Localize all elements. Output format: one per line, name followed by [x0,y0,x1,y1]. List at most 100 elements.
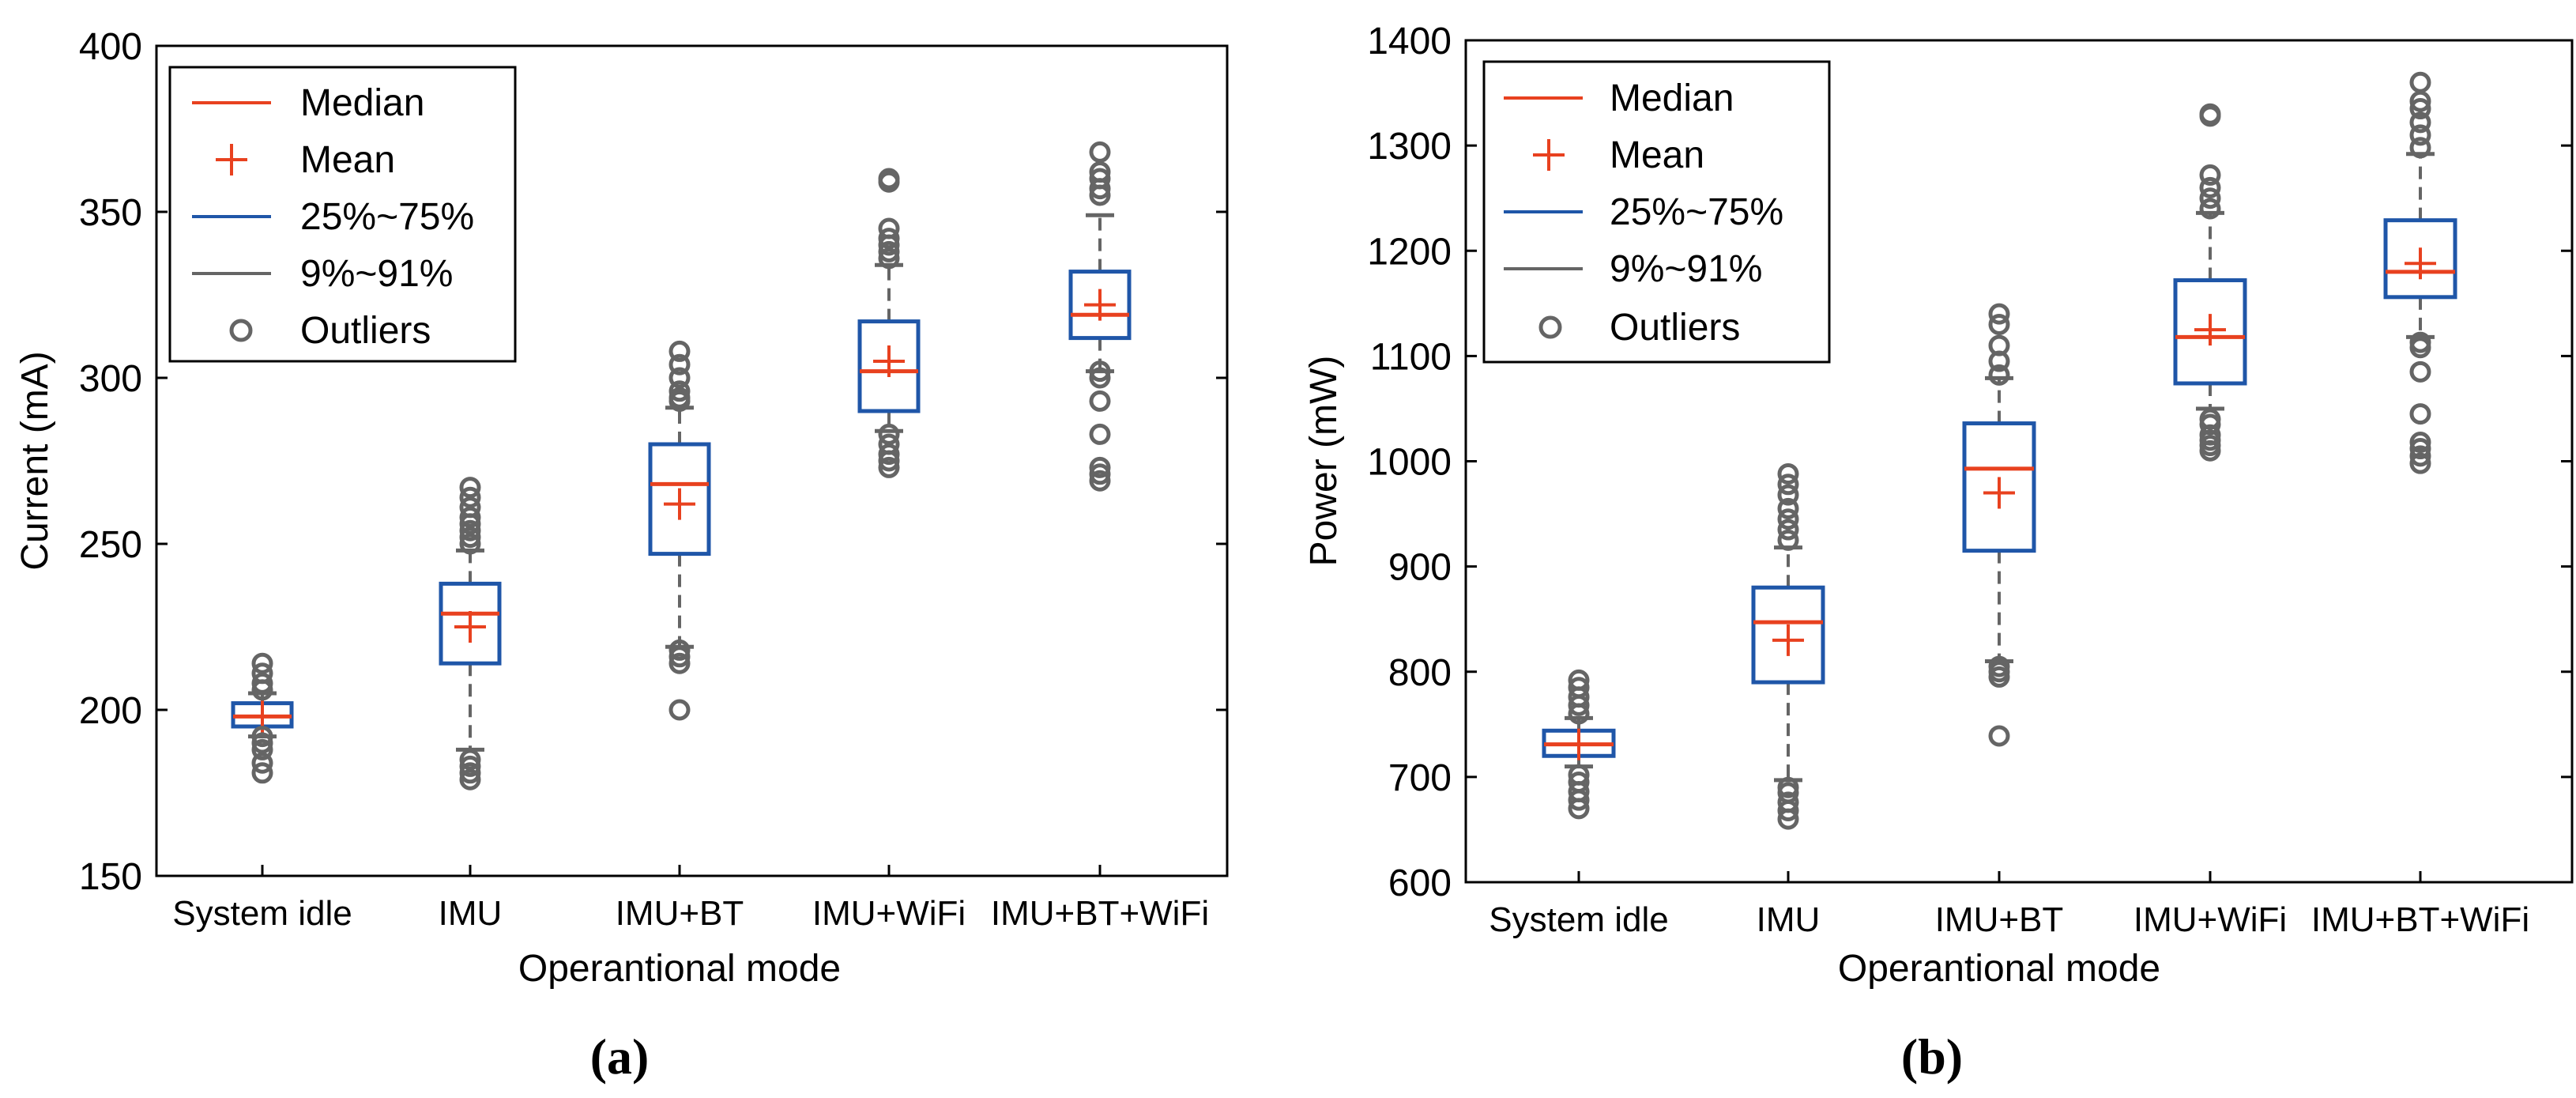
y-tick-label-b: 600 [1388,862,1452,904]
y-tick-label-b: 1400 [1367,21,1452,62]
legend-mean-swatch [1533,139,1565,171]
x-tick-label-b: IMU+BT+WiFi [2311,900,2529,939]
chart-panel-a: 150 200 250 300 350 400 System idle IMU IMU+BT IM… [14,26,1229,1085]
outlier-point-b [1777,519,1799,541]
outlier-point-a [459,755,481,777]
outlier-point-b [1568,677,1590,699]
outlier-point-a [878,443,900,466]
outlier-point-a [1089,463,1111,485]
plot-frame-a [155,44,1229,877]
outlier-point-b [1777,529,1799,551]
outlier-point-a [251,738,273,760]
outlier-point-a [459,526,481,549]
outlier-point-b [1988,313,2010,335]
y-tick-label-b: 1200 [1367,231,1452,273]
outlier-point-a [878,456,900,478]
legend-mean-label: Mean [1610,134,1704,176]
mean-marker-b [2405,247,2436,280]
outlier-point-a [459,486,481,508]
outlier-point-a [251,672,273,694]
outlier-point-b [2199,176,2221,198]
x-tick-label-a: IMU [439,894,503,933]
outlier-point-a [878,423,900,445]
outlier-point-a [459,496,481,519]
outlier-point-b [1988,655,2010,677]
outlier-point-b [2409,360,2431,383]
outlier-point-a [668,699,691,721]
plot-marks-a: 150 200 250 300 350 400 System idle IMU IMU+BT IM… [79,26,1227,933]
outlier-point-b [2409,124,2431,146]
y-tick-label-a: 350 [79,192,142,234]
outlier-point-a [459,768,481,790]
outlier-point-b [2199,103,2221,125]
outlier-point-a [459,506,481,528]
legend-mean-swatch [216,144,247,175]
outlier-point-b [1568,772,1590,794]
outlier-point-b [2409,403,2431,425]
y-tick-label-a: 300 [79,358,142,400]
outlier-point-b [1777,462,1799,485]
outlier-point-b [1777,497,1799,519]
legend-b: Median Mean 25%~75% 9%~91% Outliers [1482,60,1831,364]
y-tick-label-b: 900 [1388,547,1452,589]
panel-label-a: (a) [590,1028,650,1085]
legend-box-a [168,66,517,363]
outlier-point-a [668,380,691,402]
outlier-point-a [1089,390,1111,412]
outlier-point-a [1089,168,1111,190]
legend-median-label: Median [300,82,424,124]
outlier-point-b [2409,98,2431,120]
outlier-point-b [2409,331,2431,353]
outlier-point-a [251,752,273,774]
outlier-point-b [1777,791,1799,813]
mean-marker-a [873,345,905,377]
outlier-point-b [2199,187,2221,209]
panel-label-b: (b) [1901,1028,1963,1085]
outlier-point-a [459,519,481,541]
outlier-point-a [1089,360,1111,383]
outlier-point-a [1089,470,1111,492]
outlier-point-b [2199,198,2221,220]
plot-marks-b: 600 700 800 900 1000 1100 1200 1300 1400 System i… [1367,21,2572,939]
outlier-point-b [2409,445,2431,467]
mean-marker-a [454,611,486,643]
outlier-point-b [2409,111,2431,134]
legend-mean-label: Mean [300,139,395,181]
y-tick-label-a: 200 [79,690,142,732]
chart-panel-b: 600 700 800 900 1000 1100 1200 1300 1400 System i… [1303,21,2574,1085]
outlier-point-a [668,367,691,389]
legend-outliers-label: Outliers [300,310,431,352]
outlier-point-b [1777,776,1799,798]
outlier-point-a [1089,423,1111,445]
outlier-point-b [1777,474,1799,496]
outlier-point-b [1568,669,1590,691]
outlier-point-a [251,726,273,748]
mean-marker-b [1983,477,2015,509]
outlier-point-b [2409,71,2431,93]
outlier-point-a [459,533,481,555]
outlier-point-a [251,652,273,674]
iqr-box-a [857,319,921,413]
x-axis-label-b: Operantional mode [1838,948,2160,990]
outlier-point-a [878,217,900,240]
x-axis-label-a: Operantional mode [518,948,841,990]
outlier-point-b [2409,452,2431,474]
y-tick-label-a: 400 [79,26,142,68]
outlier-point-a [668,646,691,668]
y-tick-label-b: 700 [1388,757,1452,799]
outlier-point-a [878,228,900,250]
x-tick-label-a: System idle [172,894,352,933]
outlier-point-b [1988,364,2010,386]
y-axis-label-b: Power (mW) [1303,356,1345,567]
mean-marker-a [1084,289,1116,321]
outlier-point-b [2409,432,2431,454]
x-tick-label-a: IMU+BT+WiFi [991,894,1209,933]
x-tick-label-b: IMU+WiFi [2133,900,2287,939]
outlier-point-a [459,762,481,784]
y-tick-label-a: 250 [79,524,142,566]
outlier-point-a [1089,141,1111,163]
outlier-point-a [878,433,900,455]
outlier-point-a [878,240,900,262]
y-tick-label-b: 1100 [1370,336,1452,378]
